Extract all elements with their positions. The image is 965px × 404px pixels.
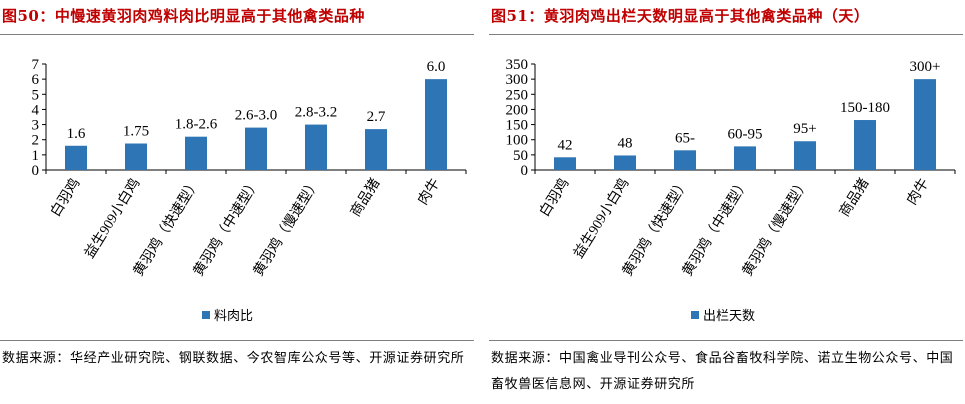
bottom-divider	[489, 340, 963, 341]
y-tick-label: 6	[32, 72, 40, 88]
data-label: 1.8-2.6	[175, 117, 218, 133]
data-label: 60-95	[728, 126, 763, 142]
category-label: 黄羽鸡（慢速型）	[739, 175, 813, 279]
legend-swatch	[691, 311, 699, 319]
panel-title: 图50：中慢速黄羽肉鸡料肉比明显高于其他禽类品种	[2, 7, 365, 25]
category-label: 肉牛	[415, 176, 443, 208]
data-label: 2.7	[367, 109, 386, 125]
bar	[305, 124, 327, 170]
bar	[854, 120, 876, 170]
y-tick-label: 4	[32, 102, 40, 118]
category-label: 益生909小白鸡	[81, 175, 144, 261]
y-tick-label: 50	[513, 148, 528, 164]
bottom-divider	[0, 340, 474, 341]
bar	[65, 145, 87, 170]
bar	[125, 143, 147, 170]
y-tick-label: 0	[521, 163, 529, 179]
bar	[734, 146, 756, 170]
y-tick-label: 7	[32, 57, 40, 73]
chart-panel-feed-ratio: 图50：中慢速黄羽肉鸡料肉比明显高于其他禽类品种 0 1 2 3 4 5 6 7 1.6 白羽鸡 1…	[0, 0, 476, 404]
legend-label: 出栏天数	[703, 308, 755, 323]
y-tick-label: 2	[32, 133, 40, 149]
y-tick-label: 3	[32, 118, 40, 134]
source-note: 数据来源：华经产业研究院、钢联数据、今农智库公众号等、开源证券研究所	[2, 351, 465, 366]
bar	[674, 150, 696, 170]
data-label: 65-	[675, 130, 695, 146]
top-divider	[0, 34, 474, 35]
panel-title: 图51：黄羽肉鸡出栏天数明显高于其他禽类品种（天）	[491, 7, 870, 25]
bar	[614, 155, 636, 170]
y-tick-label: 5	[32, 87, 40, 103]
legend-swatch	[202, 311, 210, 319]
bar	[185, 136, 207, 170]
y-tick-label: 300	[506, 72, 529, 88]
top-divider	[489, 34, 963, 35]
y-tick-label: 200	[506, 102, 529, 118]
category-label: 白羽鸡	[536, 175, 573, 220]
category-label: 肉牛	[904, 176, 932, 208]
data-label: 95+	[793, 121, 816, 137]
chart-panel-slaughter-days: 图51：黄羽肉鸡出栏天数明显高于其他禽类品种（天） 0 50 100 150 200 25…	[489, 0, 965, 404]
data-label: 300+	[910, 59, 941, 75]
data-label: 42	[558, 137, 573, 153]
category-label: 黄羽鸡（中速型）	[190, 175, 264, 279]
y-tick-label: 150	[506, 118, 529, 134]
category-label: 商品猪	[837, 176, 873, 220]
category-label: 黄羽鸡（中速型）	[679, 175, 753, 279]
data-label: 48	[618, 135, 633, 151]
y-tick-label: 1	[32, 148, 40, 164]
data-label: 1.75	[123, 124, 149, 140]
data-label: 2.8-3.2	[295, 105, 338, 121]
y-tick-label: 250	[506, 87, 529, 103]
y-tick-label: 100	[506, 133, 529, 149]
data-label: 2.6-3.0	[235, 108, 278, 124]
category-label: 黄羽鸡（快速型）	[619, 175, 693, 279]
category-label: 商品猪	[348, 176, 384, 220]
bar	[554, 157, 576, 170]
y-tick-label: 350	[506, 57, 529, 73]
legend-label: 料肉比	[214, 308, 253, 323]
source-note: 数据来源：中国禽业导刊公众号、食品谷畜牧科学院、诺立生物公众号、中国畜牧兽医信息…	[491, 351, 954, 392]
bar	[914, 79, 936, 170]
category-label: 益生909小白鸡	[570, 175, 633, 261]
data-label: 1.6	[67, 126, 86, 142]
data-label: 6.0	[427, 59, 446, 75]
bar	[794, 141, 816, 170]
category-label: 白羽鸡	[47, 175, 84, 220]
data-label: 150-180	[840, 100, 890, 116]
category-label: 黄羽鸡（快速型）	[130, 175, 204, 279]
bar	[245, 127, 267, 170]
bar	[425, 79, 447, 170]
category-label: 黄羽鸡（慢速型）	[250, 175, 324, 279]
y-tick-label: 0	[32, 163, 40, 179]
bar	[365, 129, 387, 170]
